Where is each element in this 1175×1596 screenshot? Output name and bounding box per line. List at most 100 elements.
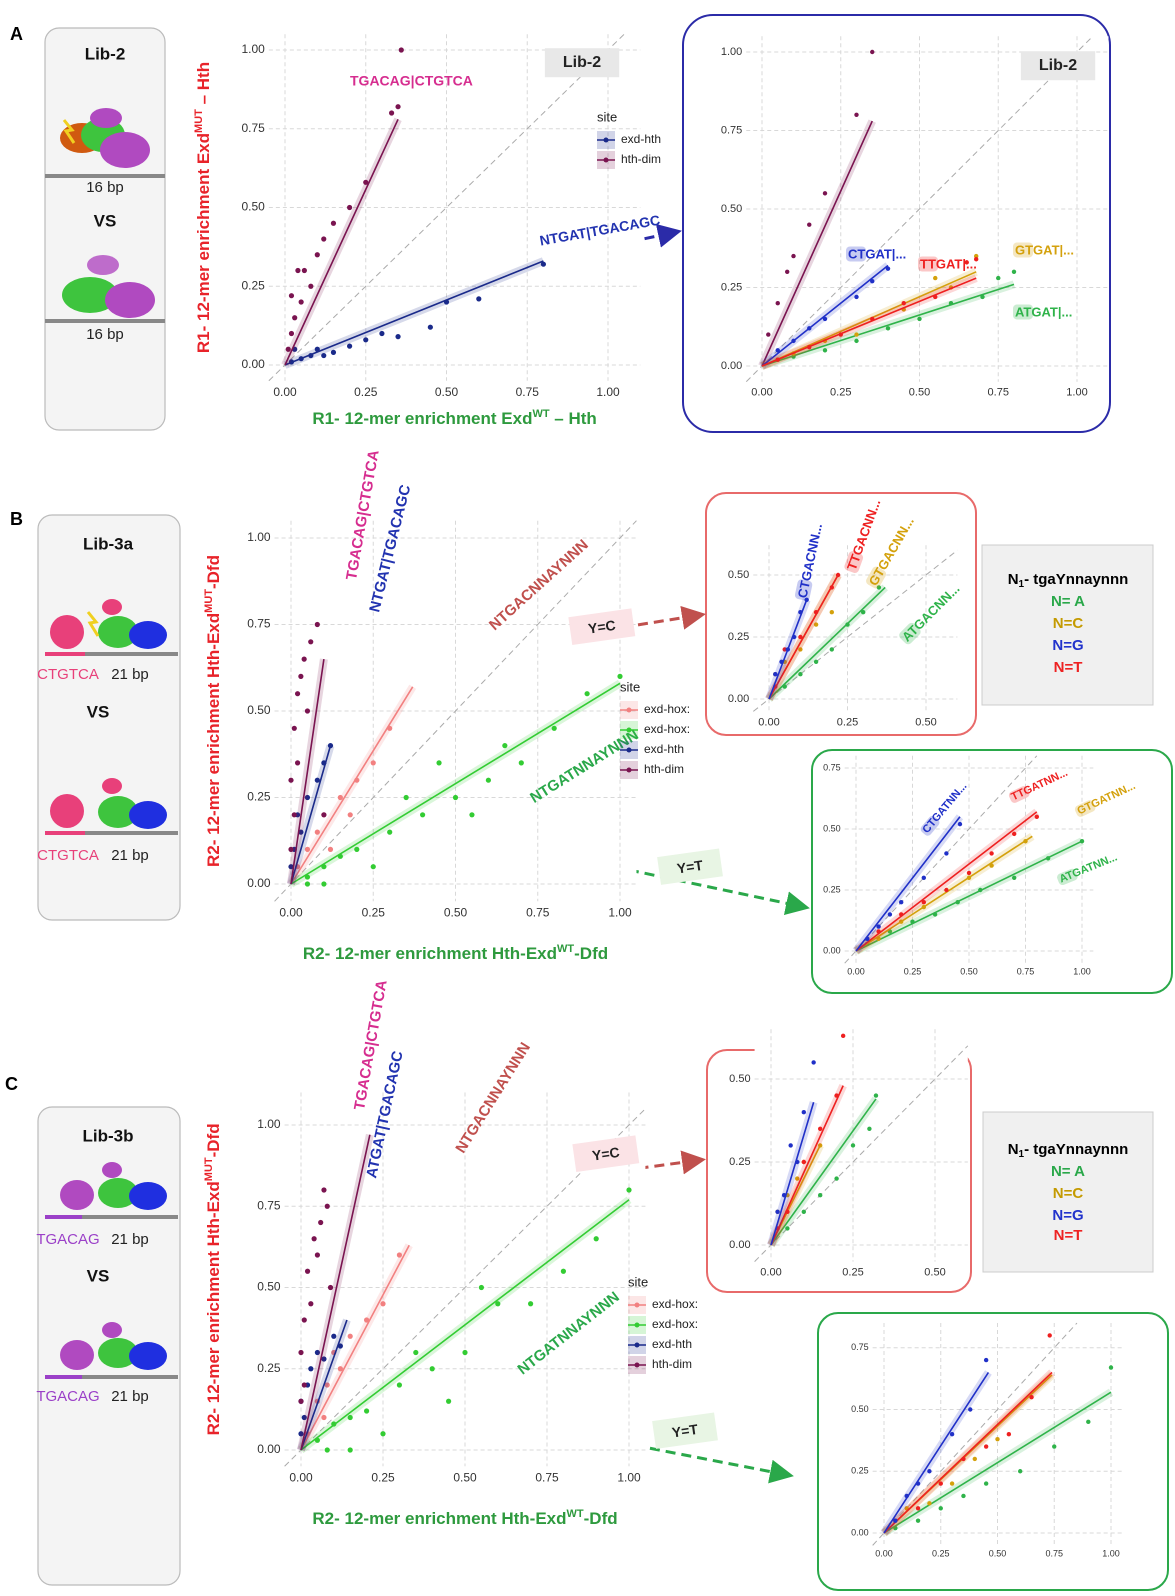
fit-line: [883, 1391, 1112, 1534]
label-glow: [846, 246, 866, 262]
point: [927, 1501, 932, 1506]
label-glow: [1013, 304, 1033, 320]
point: [1011, 269, 1017, 274]
point: [818, 1126, 823, 1132]
point: [949, 1432, 955, 1437]
y-axis-label-part: R2- 12-mer enrichment Hth-Exd: [204, 1181, 223, 1435]
chart: 0.00 0.25 0.50 0.00 0.25 0.50: [729, 1029, 969, 1279]
point: [775, 301, 780, 306]
point: [311, 1236, 317, 1242]
point: [314, 252, 320, 258]
legend-swatch-dot: [603, 137, 609, 143]
legend-title: site: [597, 109, 617, 124]
length: 16 bp: [86, 179, 124, 196]
point: [822, 191, 828, 196]
vs: VS: [87, 702, 110, 721]
point: [822, 348, 828, 353]
y-tick-label: 0.00: [729, 1239, 750, 1251]
point: [370, 864, 376, 870]
point: [291, 725, 297, 731]
point: [294, 760, 301, 766]
vs: VS: [87, 1266, 110, 1285]
point: [921, 900, 926, 905]
y-axis-label: R1- 12-mer enrichment ExdMUT – Hth: [193, 62, 214, 353]
plot-area: [753, 545, 958, 712]
legend-swatch-dot: [634, 1362, 640, 1368]
x-tick-label: 0.75: [535, 1470, 559, 1484]
fit-line: [300, 1134, 371, 1451]
series-label: CTGAT|...: [848, 246, 906, 261]
point: [626, 1187, 632, 1193]
annotation: Lib-2: [1039, 57, 1077, 74]
fit-line: [761, 271, 977, 367]
point: [818, 1193, 823, 1198]
y-tick-label: 0.50: [729, 1073, 750, 1085]
point: [364, 1317, 370, 1323]
cartoon: [60, 1162, 167, 1210]
fit-line: [290, 682, 621, 885]
fit-line: [284, 260, 544, 366]
point: [301, 1414, 307, 1421]
point: [485, 777, 491, 783]
point: [294, 691, 301, 697]
point: [304, 708, 311, 714]
legend-label: hth-dim: [652, 1357, 692, 1371]
point: [427, 324, 433, 330]
point: [321, 1414, 327, 1421]
point: [964, 260, 969, 265]
y-tick-label: 0.00: [728, 693, 749, 705]
point: [1108, 1365, 1114, 1370]
point: [791, 253, 796, 259]
point: [324, 1447, 330, 1453]
legend-label: exd-hox:: [652, 1297, 698, 1311]
point: [420, 812, 426, 818]
annotation: Y=T: [676, 857, 704, 877]
key-title: N1- tgaYnnaynnn: [1008, 571, 1129, 590]
y-tick-label: 0.50: [257, 1280, 281, 1294]
legend-label: exd-hth: [652, 1337, 692, 1351]
point: [321, 812, 327, 818]
x-axis-label-part: WT: [567, 1508, 584, 1520]
point: [476, 296, 482, 302]
annotation-box: [657, 848, 723, 885]
identity-line: [745, 35, 1094, 383]
key-line: N=G: [1052, 1207, 1083, 1224]
x-tick-label: 0.25: [842, 1267, 863, 1279]
x-tick-label: 0.50: [909, 387, 930, 399]
annotation-box: [568, 608, 636, 646]
x-tick-label: 0.50: [924, 1267, 945, 1279]
fit-line: [855, 811, 1038, 952]
point: [798, 634, 803, 640]
point: [961, 1493, 966, 1499]
x-axis-label-part: R2- 12-mer enrichment Hth-Exd: [312, 1509, 566, 1528]
point: [983, 1481, 989, 1486]
y-tick-label: 1.00: [721, 46, 742, 58]
fit-line: [770, 1098, 877, 1246]
y-tick-label: 0.25: [721, 281, 742, 293]
fit-line: [300, 1244, 410, 1451]
point: [840, 1033, 846, 1039]
legend-swatch-dot: [634, 1302, 640, 1308]
fit-line: [761, 277, 977, 367]
x-axis-label: R1- 12-mer enrichment ExdWT – Hth: [312, 408, 596, 429]
point: [314, 1349, 320, 1356]
length: 21 bp: [111, 1231, 149, 1248]
label-glow: [1074, 800, 1096, 817]
x-tick-label: 0.75: [1017, 967, 1035, 977]
x-axis-label-part: WT: [532, 408, 549, 420]
point: [301, 1382, 307, 1388]
y-tick-label: 0.25: [241, 278, 265, 292]
key-line: N=C: [1053, 1185, 1084, 1202]
point: [921, 875, 926, 880]
y-tick-label: 0.25: [823, 884, 841, 894]
point: [528, 1301, 534, 1307]
point: [363, 179, 369, 185]
x-axis-label: R2- 12-mer enrichment Hth-ExdWT-Dfd: [312, 1508, 617, 1529]
point: [291, 812, 297, 818]
point: [308, 639, 314, 645]
point: [347, 812, 353, 818]
key-box: [982, 1111, 1154, 1273]
point: [347, 204, 353, 211]
point: [347, 1414, 353, 1421]
